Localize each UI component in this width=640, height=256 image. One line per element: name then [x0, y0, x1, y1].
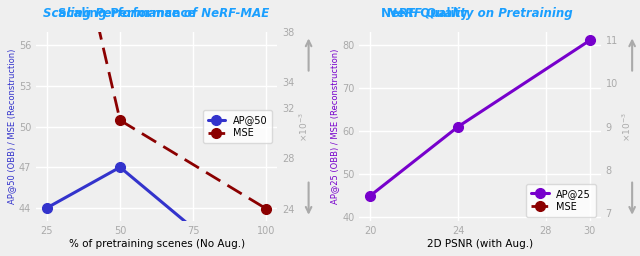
Text: NeRF Quality on Pretraining: NeRF Quality on Pretraining [387, 7, 573, 20]
Legend: AP@25, MSE: AP@25, MSE [526, 184, 596, 217]
AP@50 [116, 166, 124, 169]
Y-axis label: AP@25 (OBB) / MSE (Reconstruction): AP@25 (OBB) / MSE (Reconstruction) [330, 49, 339, 204]
MSE [262, 207, 270, 210]
Text: Scaling Performance: Scaling Performance [58, 7, 199, 20]
Line: MSE: MSE [42, 0, 271, 214]
AP@25 [454, 125, 462, 128]
Line: AP@50: AP@50 [42, 162, 271, 256]
Y-axis label: $\times 10^{-3}$: $\times 10^{-3}$ [297, 112, 310, 142]
AP@50 [43, 206, 51, 209]
AP@25 [367, 194, 374, 197]
Text: NeRF Quality: NeRF Quality [381, 7, 472, 20]
Y-axis label: AP@50 (OBB) / MSE (Reconstruction): AP@50 (OBB) / MSE (Reconstruction) [7, 49, 16, 204]
AP@25 [586, 39, 594, 42]
X-axis label: 2D PSNR (with Aug.): 2D PSNR (with Aug.) [427, 239, 533, 249]
MSE [116, 119, 124, 122]
Legend: AP@50, MSE: AP@50, MSE [203, 110, 273, 143]
Y-axis label: $\times 10^{-3}$: $\times 10^{-3}$ [621, 112, 633, 142]
Line: AP@25: AP@25 [365, 36, 595, 200]
X-axis label: % of pretraining scenes (No Aug.): % of pretraining scenes (No Aug.) [68, 239, 244, 249]
Text: Scaling Performance of NeRF-MAE: Scaling Performance of NeRF-MAE [44, 7, 269, 20]
